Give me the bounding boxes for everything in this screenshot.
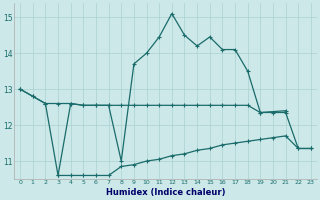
X-axis label: Humidex (Indice chaleur): Humidex (Indice chaleur) [106,188,225,197]
